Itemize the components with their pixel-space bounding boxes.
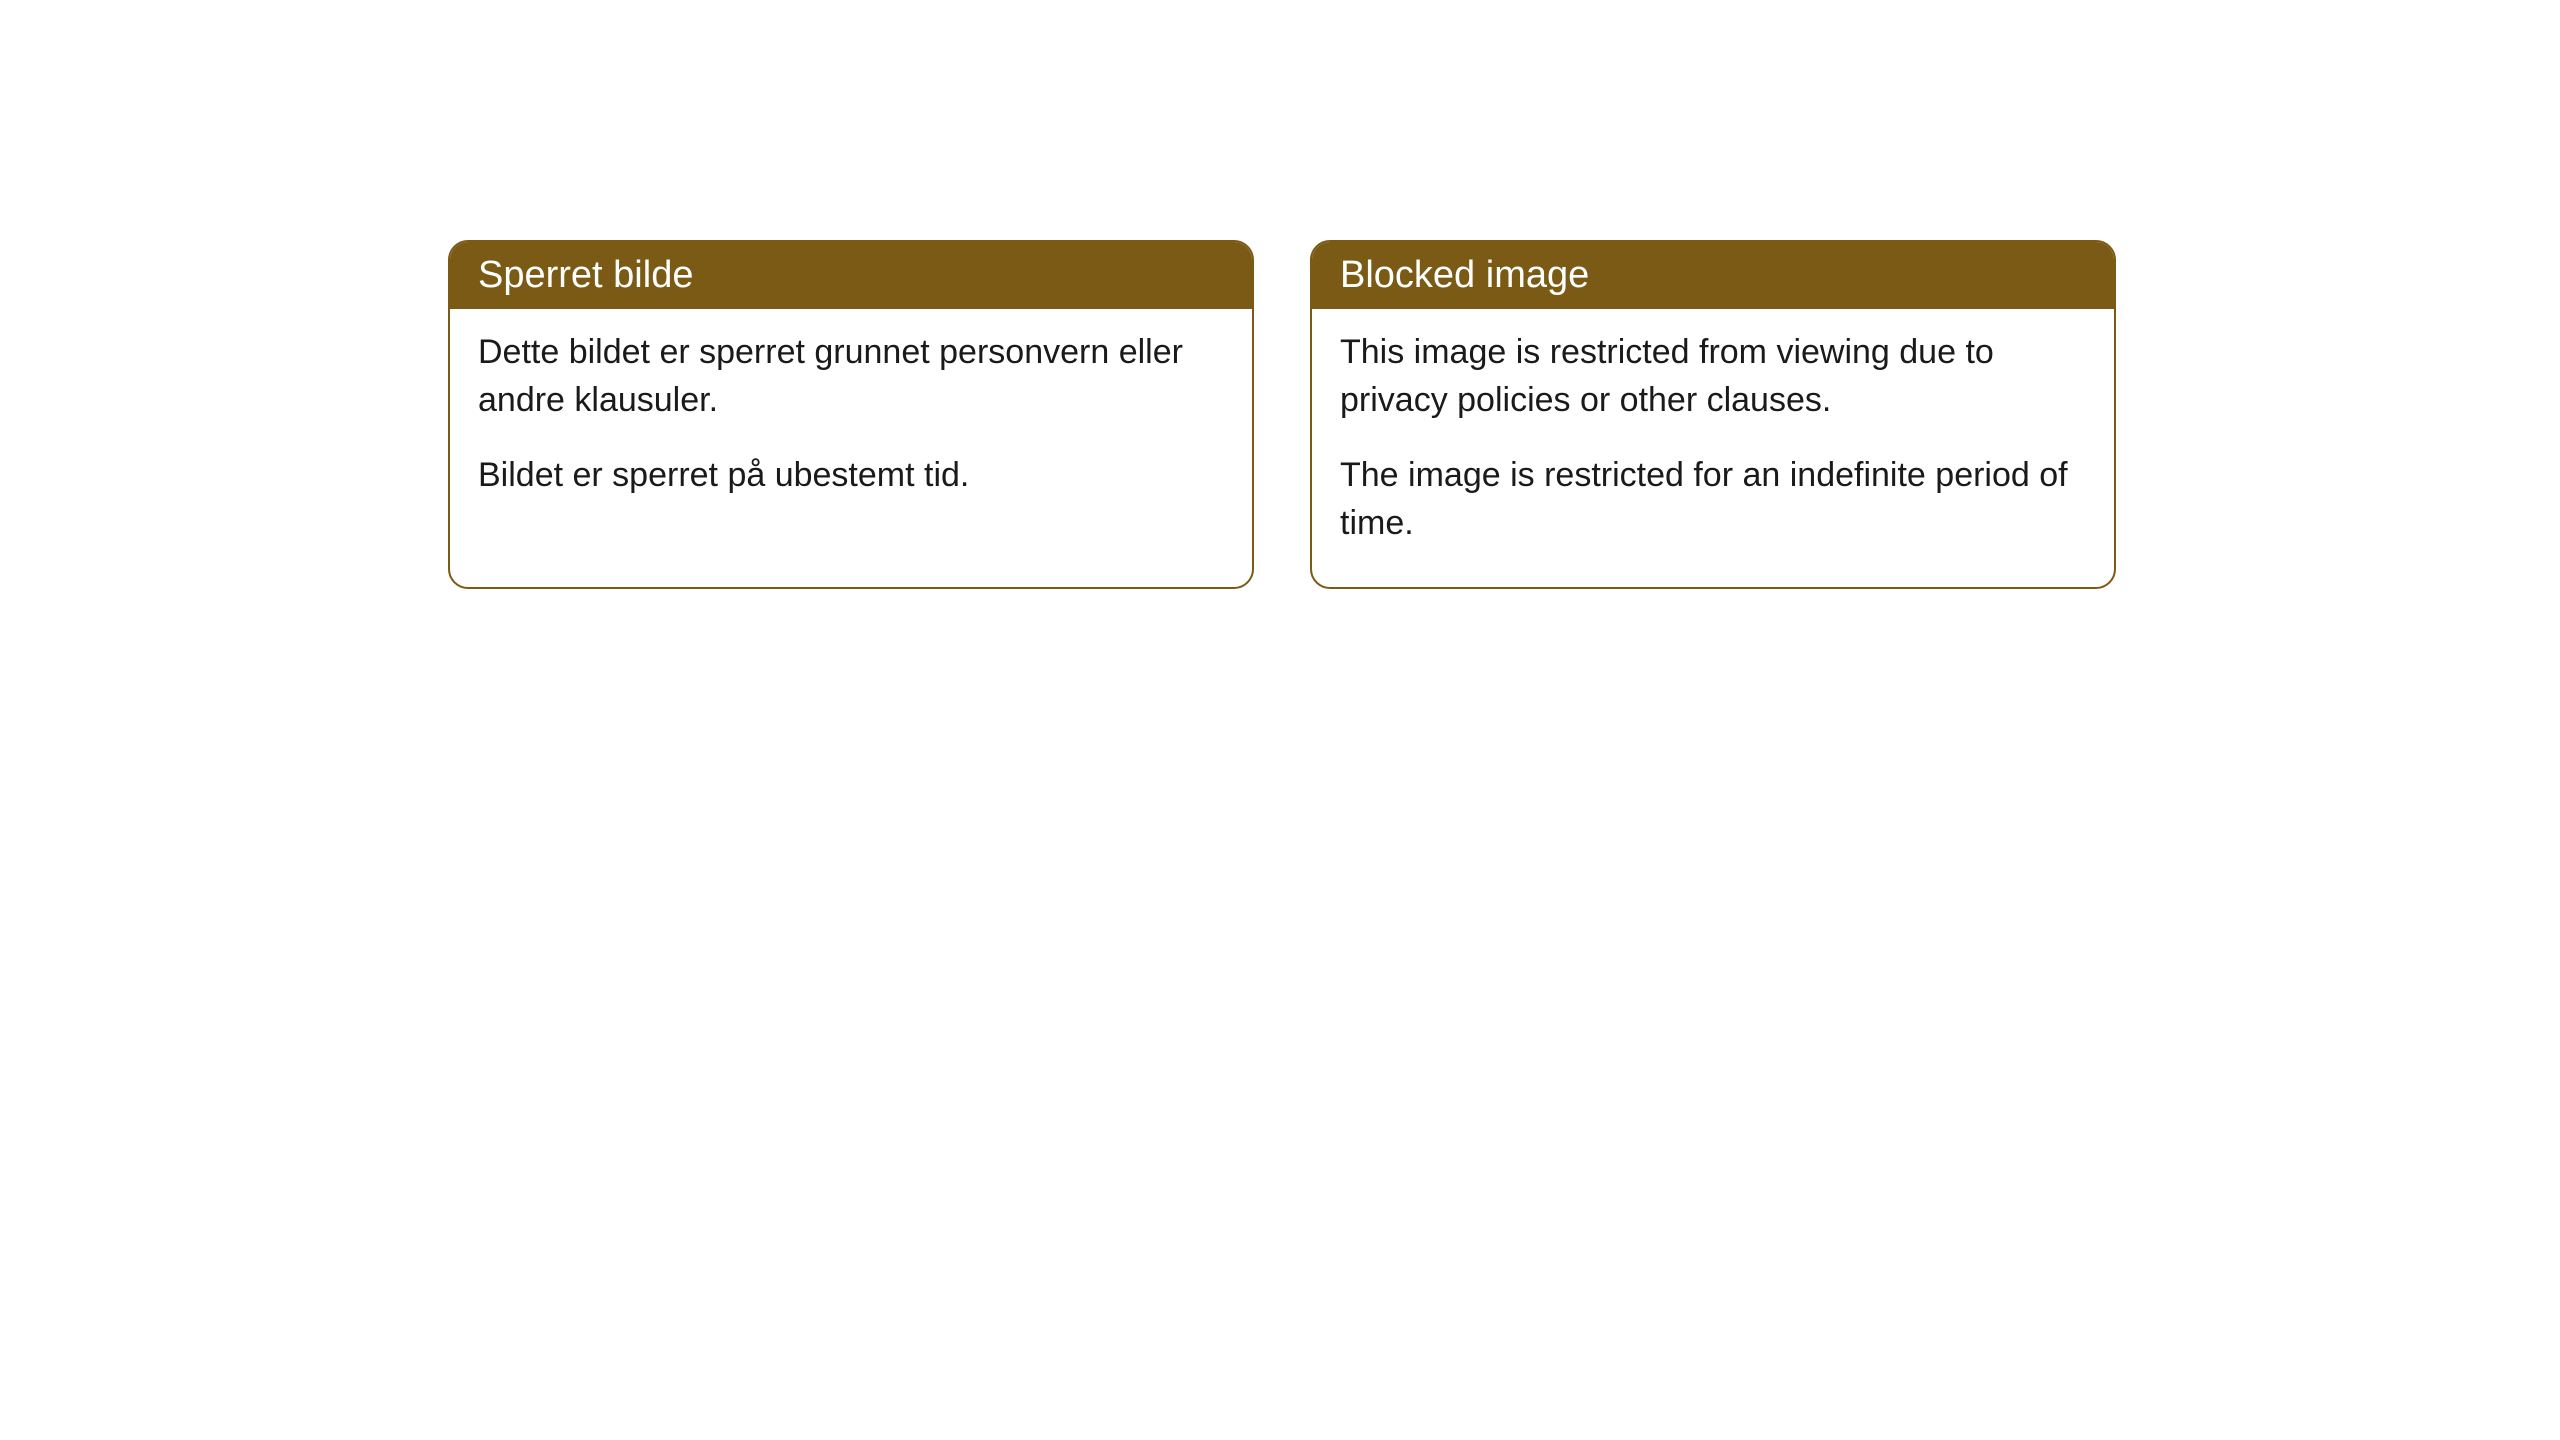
card-paragraph: The image is restricted for an indefinit…: [1340, 452, 2086, 547]
blocked-image-card-english: Blocked image This image is restricted f…: [1310, 240, 2116, 589]
card-paragraph: Bildet er sperret på ubestemt tid.: [478, 452, 1224, 500]
card-header-norwegian: Sperret bilde: [450, 242, 1252, 309]
blocked-image-card-norwegian: Sperret bilde Dette bildet er sperret gr…: [448, 240, 1254, 589]
notice-cards-container: Sperret bilde Dette bildet er sperret gr…: [448, 240, 2116, 589]
card-body-norwegian: Dette bildet er sperret grunnet personve…: [450, 309, 1252, 540]
card-title: Sperret bilde: [478, 254, 693, 296]
card-paragraph: Dette bildet er sperret grunnet personve…: [478, 329, 1224, 424]
card-header-english: Blocked image: [1312, 242, 2114, 309]
card-paragraph: This image is restricted from viewing du…: [1340, 329, 2086, 424]
card-title: Blocked image: [1340, 254, 1589, 296]
card-body-english: This image is restricted from viewing du…: [1312, 309, 2114, 587]
